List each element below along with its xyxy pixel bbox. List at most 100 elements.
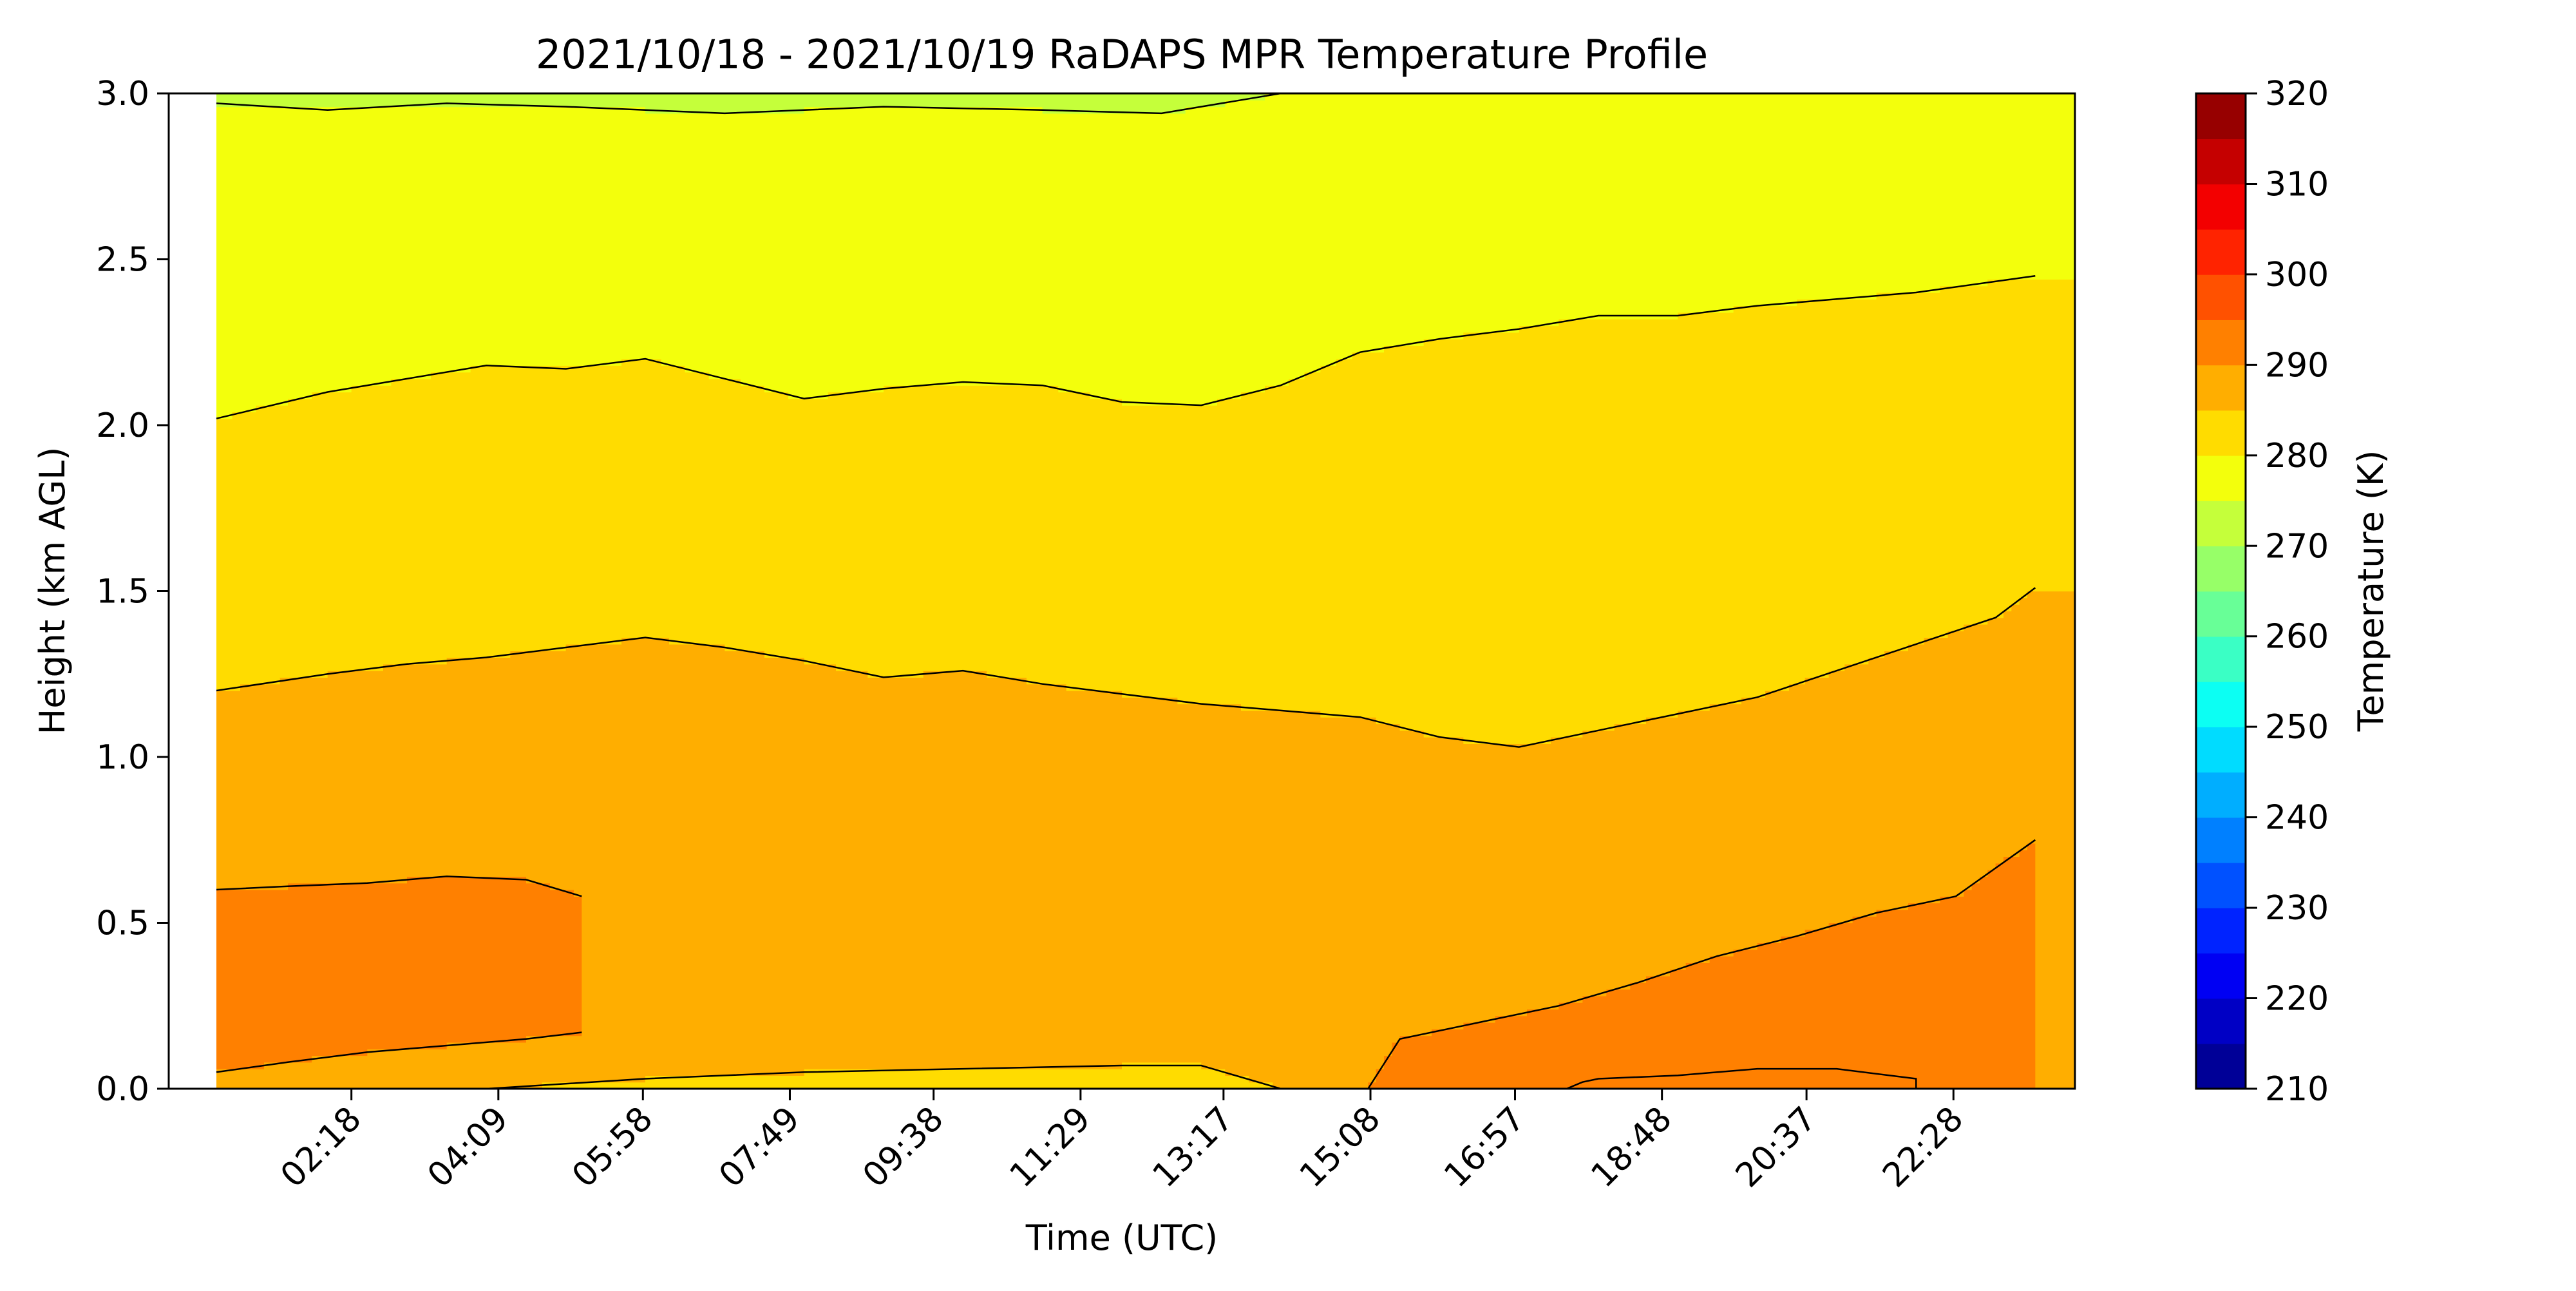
contour-fill-cell: [319, 392, 328, 678]
contour-fill-cell: [526, 1035, 535, 1089]
contour-fill-cell: [462, 106, 471, 373]
contour-fill-cell: [732, 378, 741, 651]
contour-fill-cell: [343, 883, 352, 1057]
contour-fill-cell: [1535, 1009, 1544, 1089]
contour-fill-cell: [1122, 93, 1130, 114]
contour-fill-cell: [1670, 969, 1678, 1089]
contour-fill-cell: [248, 684, 257, 890]
contour-fill-cell: [963, 1069, 972, 1089]
contour-fill-cell: [1503, 93, 1511, 333]
contour-fill-cell: [693, 1075, 701, 1089]
y-tick-label: 3.0: [96, 75, 149, 113]
contour-fill-cell: [915, 1069, 924, 1089]
contour-fill-cell: [1527, 325, 1535, 744]
contour-fill-cell: [1900, 292, 1909, 651]
contour-fill-cell: [399, 378, 408, 665]
contour-fill-cell: [979, 1069, 987, 1089]
contour-fill-cell: [1980, 285, 1988, 625]
x-tick-label: 22:28: [1875, 1100, 1971, 1195]
contour-fill-cell: [732, 651, 741, 1076]
contour-fill-cell: [1694, 93, 1702, 313]
contour-fill-cell: [1289, 93, 1297, 379]
contour-fill-cell: [1765, 691, 1774, 943]
contour-fill-cell: [319, 106, 328, 393]
contour-fill-cell: [1606, 730, 1615, 990]
contour-fill-cell: [788, 113, 797, 399]
contour-fill-cell: [1066, 1069, 1075, 1089]
contour-fill-cell: [312, 106, 320, 393]
contour-fill-cell: [1971, 285, 1980, 625]
contour-fill-cell: [1646, 975, 1654, 1089]
contour-fill-cell: [486, 365, 495, 658]
contour-fill-cell: [1741, 697, 1750, 950]
contour-fill-cell: [574, 644, 582, 897]
contour-fill-cell: [1106, 1069, 1115, 1089]
contour-fill-cell: [851, 392, 860, 671]
contour-fill-cell: [621, 359, 630, 638]
contour-fill-cell: [1884, 909, 1893, 1089]
contour-fill-cell: [216, 691, 225, 890]
contour-fill-cell: [1622, 723, 1631, 990]
contour-fill-cell: [1908, 292, 1917, 645]
contour-fill-cell: [1233, 1075, 1242, 1089]
contour-fill-cell: [565, 1035, 574, 1083]
contour-fill-cell: [2051, 93, 2060, 280]
contour-fill-cell: [1797, 684, 1806, 937]
contour-fill-cell: [296, 398, 305, 678]
contour-fill-cell: [1392, 93, 1401, 346]
contour-fill-cell: [462, 876, 471, 1043]
contour-fill-cell: [518, 106, 527, 366]
contour-fill-cell: [1273, 385, 1282, 711]
contour-fill-cell: [598, 106, 606, 366]
contour-fill-cell: [1463, 743, 1472, 1023]
contour-fill-cell: [987, 385, 996, 678]
contour-fill-cell: [1971, 883, 1980, 1089]
contour-fill-cell: [455, 1042, 463, 1089]
contour-fill-cell: [812, 1069, 820, 1089]
contour-fill-cell: [1090, 113, 1099, 399]
contour-fill-cell: [2003, 93, 2012, 280]
contour-fill-cell: [383, 385, 392, 665]
contour-fill-cell: [319, 93, 328, 108]
contour-line: [216, 93, 1281, 115]
contour-fill-cell: [1646, 717, 1654, 977]
contour-fill-cell: [1455, 93, 1464, 339]
contour-fill-cell: [772, 93, 781, 114]
contour-fill-cell: [1312, 93, 1321, 373]
contour-fill-cell: [351, 385, 360, 671]
colorbar-band: [2196, 908, 2246, 954]
contour-fill-cell: [1058, 113, 1067, 393]
contour-fill-cell: [1916, 903, 1925, 1089]
contour-fill-cell: [1622, 93, 1631, 320]
contour-fill-cell: [1558, 319, 1567, 738]
contour-fill-cell: [1861, 299, 1869, 665]
contour-fill-cell: [971, 1069, 980, 1089]
contour-fill-cell: [279, 106, 289, 406]
contour-fill-cell: [1471, 1022, 1480, 1089]
contour-fill-cell: [2067, 279, 2075, 592]
contour-fill-cell: [907, 1069, 916, 1089]
y-tick-label: 2.0: [96, 406, 149, 445]
contour-fill-cell: [510, 876, 519, 1043]
contour-fill-cell: [431, 1049, 439, 1089]
contour-fill-cell: [1463, 332, 1472, 744]
contour-fill-cell: [1027, 1069, 1035, 1089]
contour-fill-cell: [1741, 949, 1750, 1089]
colorbar-tick-label: 320: [2265, 75, 2329, 113]
contour-fill-cell: [1964, 93, 1973, 287]
contour-fill-cell: [1209, 106, 1218, 406]
contour-fill-cell: [1749, 93, 1758, 307]
contour-fill-cell: [2019, 93, 2028, 280]
contour-fill-cell: [1360, 352, 1368, 718]
contour-fill-cell: [510, 106, 519, 366]
contour-line: [216, 274, 2036, 419]
contour-fill-cell: [1558, 1002, 1567, 1089]
contour-fill-cell: [828, 93, 837, 108]
contour-fill-cell: [939, 671, 948, 1069]
contour-fill-cell: [661, 637, 670, 1076]
contour-fill-cell: [1416, 93, 1425, 346]
contour-fill-cell: [637, 93, 646, 108]
contour-fill-cell: [1479, 332, 1488, 744]
contour-fill-cell: [1519, 93, 1528, 327]
contour-fill-cell: [891, 106, 900, 386]
